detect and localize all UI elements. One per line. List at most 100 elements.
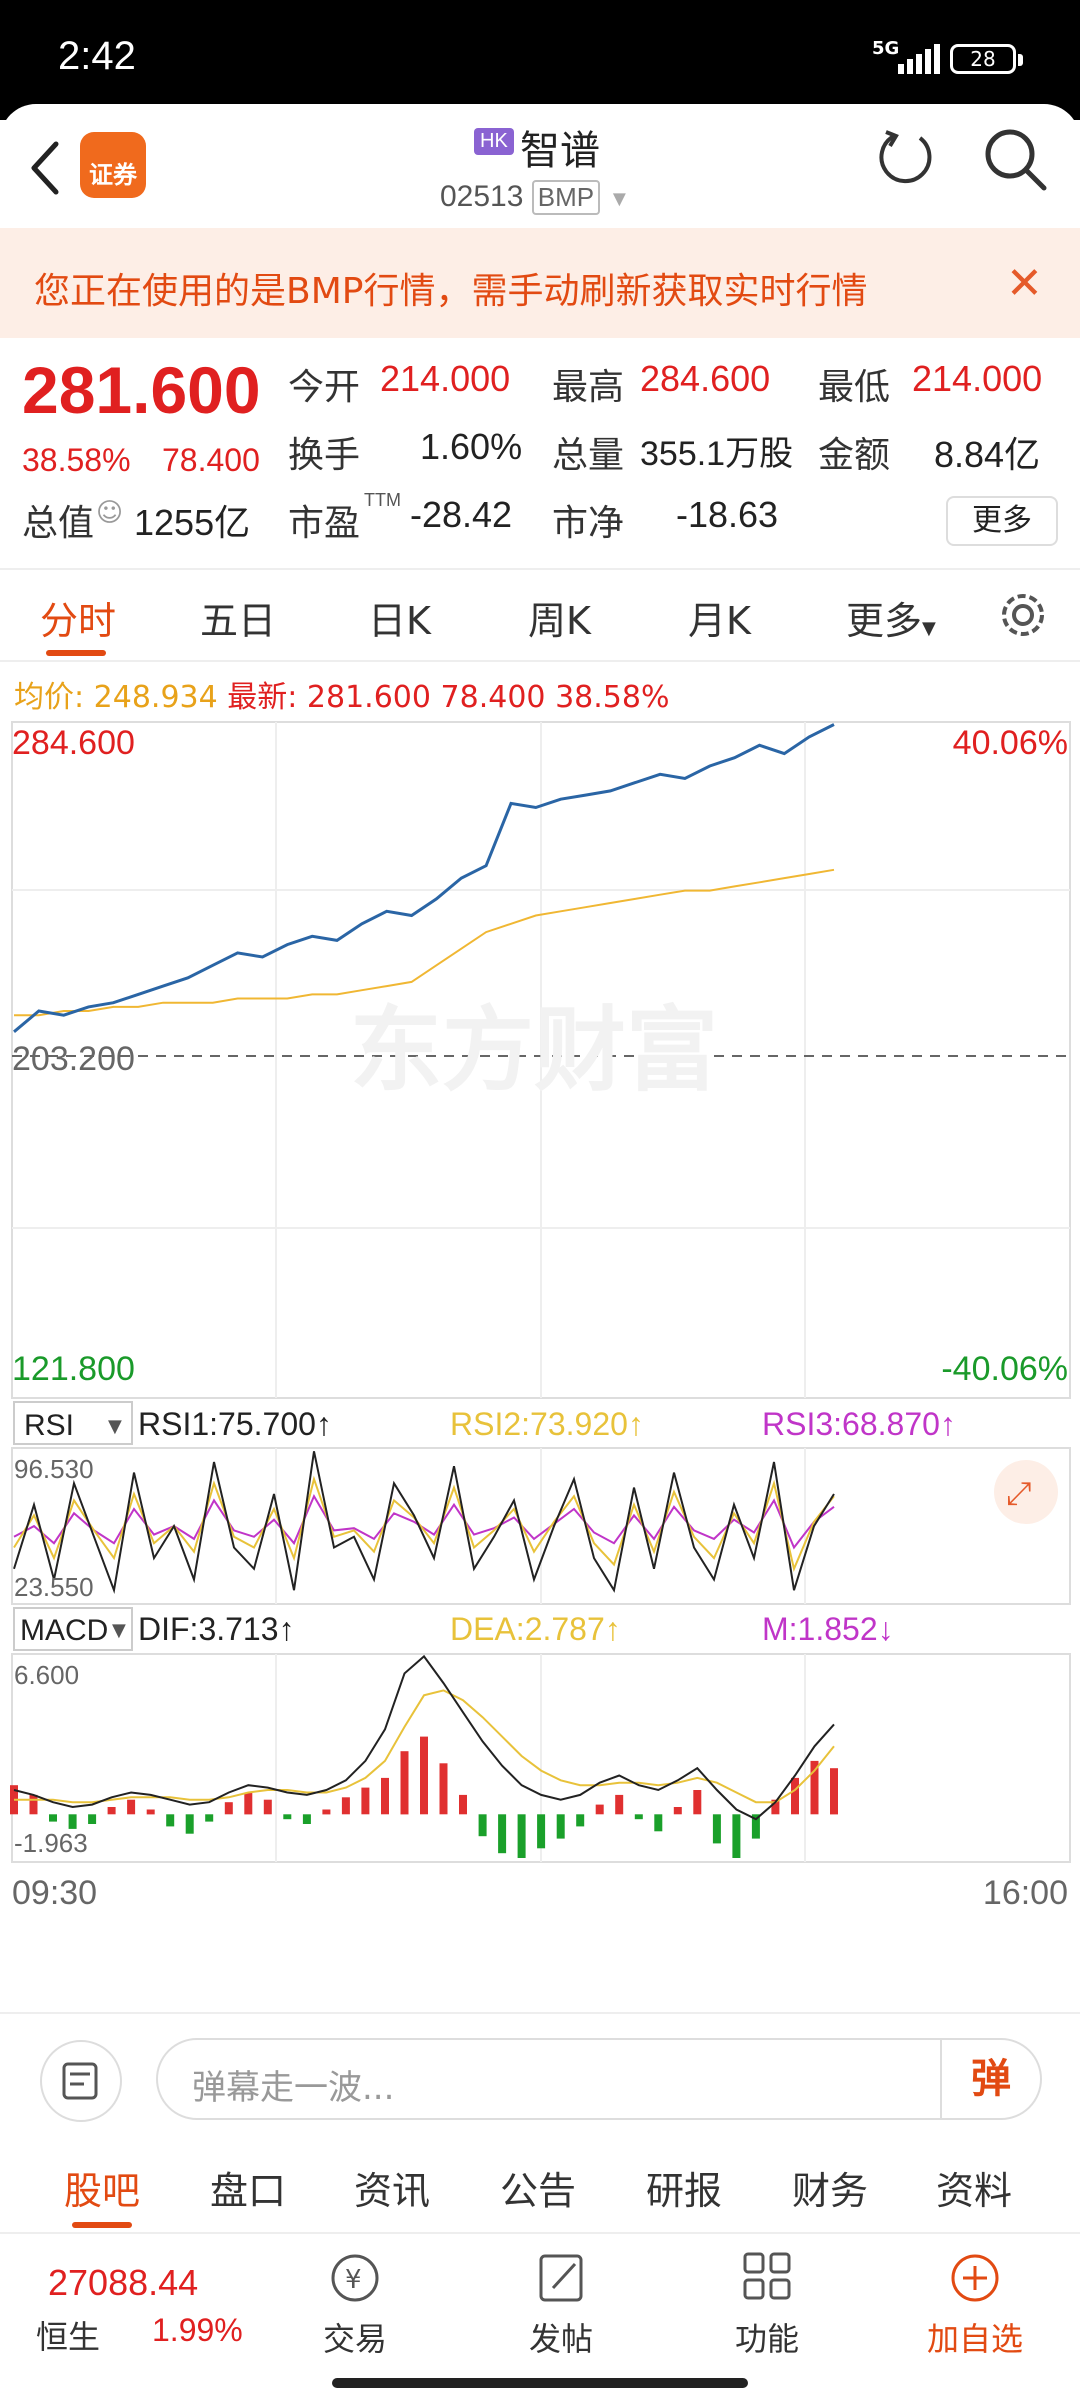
- stock-code-line[interactable]: 02513 BMP ▼: [440, 180, 630, 215]
- tab-news[interactable]: 资讯: [354, 2169, 431, 2213]
- macd-bar: [185, 1814, 194, 1834]
- market-badge: HK: [474, 128, 514, 155]
- pe-value: -28.42: [410, 494, 513, 535]
- turnover-label: 换手: [288, 435, 361, 476]
- tab-research[interactable]: 研报: [646, 2169, 723, 2213]
- nav-functions[interactable]: 功能: [702, 2250, 832, 2360]
- macd-bar: [576, 1814, 585, 1827]
- nav-post[interactable]: 发帖: [496, 2250, 626, 2360]
- edit-icon: [539, 2254, 583, 2302]
- tab-forum[interactable]: 股吧: [64, 2169, 141, 2213]
- period-tabs: 分时 五日 日K 周K 月K 更多▼: [0, 568, 1080, 662]
- macd-top-label: 6.600: [14, 1660, 79, 1690]
- dif-line: [13, 1654, 835, 1821]
- volume-label: 总量: [552, 435, 625, 476]
- stock-header: 证券 HK 智谱 02513 BMP ▼: [0, 104, 1080, 228]
- tab-weekly-k[interactable]: 周K: [528, 599, 591, 643]
- tab-more-label: 更多: [846, 599, 923, 643]
- rsi1-line: [13, 1451, 835, 1595]
- macd-bottom-label: -1.963: [14, 1828, 88, 1858]
- macd-bar: [615, 1794, 624, 1815]
- macd-bar: [127, 1799, 136, 1815]
- watermark: 东方财富: [350, 1000, 718, 1102]
- macd-selector[interactable]: [13, 1607, 133, 1651]
- bmp-notice-banner: 您正在使用的是BMP行情，需手动刷新获取实时行情 ✕: [0, 228, 1080, 338]
- avg-price-line: [14, 868, 835, 1017]
- macd-bar: [537, 1814, 546, 1849]
- macd-bar: [302, 1814, 311, 1824]
- tab-intraday[interactable]: 分时: [40, 599, 117, 643]
- status-bar: 2:42 5G 28: [0, 0, 1080, 120]
- notes-icon: [62, 2062, 98, 2100]
- macd-bar: [341, 1797, 350, 1815]
- notes-button[interactable]: [40, 2040, 122, 2122]
- rsi2-legend: RSI2:73.920↑: [450, 1406, 644, 1442]
- x-start-label: 09:30: [12, 1874, 97, 1912]
- tab-profile[interactable]: 资料: [936, 2169, 1013, 2213]
- back-icon[interactable]: [26, 140, 62, 196]
- change-pct: 38.58%: [22, 442, 131, 478]
- danmaku-input[interactable]: 弹幕走一波... 弹: [156, 2038, 1042, 2120]
- macd-bar: [68, 1814, 77, 1829]
- danmaku-toggle-button[interactable]: 弹: [940, 2040, 1040, 2118]
- nav-trade[interactable]: ¥ 交易: [290, 2250, 420, 2360]
- expand-button[interactable]: [994, 1460, 1058, 1524]
- rsi-top-label: 96.530: [14, 1454, 94, 1484]
- tab-orderbook[interactable]: 盘口: [210, 2169, 287, 2213]
- comment-bar: 弹幕走一波... 弹: [0, 2012, 1080, 2138]
- caret-down-icon: ▼: [108, 1416, 122, 1437]
- low-label: 最低: [818, 367, 891, 408]
- macd-bar: [439, 1763, 448, 1815]
- macd-bar: [771, 1799, 780, 1815]
- stock-code: 02513: [440, 180, 524, 213]
- macd-bar: [556, 1814, 565, 1839]
- macd-bar: [49, 1814, 57, 1822]
- broker-logo[interactable]: 证券: [80, 132, 146, 198]
- macd-selector-label: MACD: [20, 1614, 108, 1647]
- rsi2-line: [13, 1475, 835, 1573]
- macd-bar: [595, 1804, 604, 1815]
- macd-bar: [283, 1814, 292, 1820]
- nav-add-watchlist[interactable]: 加自选: [910, 2250, 1040, 2360]
- tab-announcements[interactable]: 公告: [500, 2169, 577, 2213]
- more-button[interactable]: 更多: [946, 496, 1058, 546]
- macd-bar: [478, 1814, 487, 1837]
- content-tabs: 股吧 盘口 资讯 公告 研报 财务 资料: [0, 2140, 1080, 2232]
- rsi-selector[interactable]: [13, 1401, 133, 1445]
- open-value: 214.000: [380, 358, 511, 399]
- tab-daily-k[interactable]: 日K: [368, 599, 431, 643]
- macd-bar: [634, 1814, 643, 1820]
- chevron-down-icon: ▼: [608, 186, 631, 211]
- tab-monthly-k[interactable]: 月K: [688, 599, 751, 643]
- trade-icon: ¥: [331, 2254, 379, 2302]
- settings-gear-icon[interactable]: [998, 590, 1048, 640]
- macd-bar: [322, 1809, 331, 1815]
- close-icon[interactable]: ✕: [1006, 258, 1043, 309]
- tab-financials[interactable]: 财务: [792, 2169, 869, 2213]
- macd-bar: [224, 1802, 233, 1815]
- rsi-bottom-label: 23.550: [14, 1572, 94, 1602]
- macd-bar: [420, 1736, 428, 1815]
- volume-value: 355.1万股: [640, 435, 794, 473]
- y-top-label: 284.600: [12, 724, 135, 762]
- macd-bar: [29, 1794, 38, 1815]
- caret-down-icon: ▼: [112, 1620, 126, 1641]
- pe-label: 市盈: [288, 503, 361, 544]
- tab-five-day[interactable]: 五日: [200, 599, 277, 643]
- latest-change: 78.400: [440, 680, 546, 715]
- chart-area[interactable]: 东方财富 284.600 203.200 121.800 40.06% -40.…: [0, 712, 1080, 2012]
- svg-text:¥: ¥: [345, 2265, 362, 2295]
- nav-add-watchlist-label: 加自选: [926, 2320, 1023, 2358]
- tab-more[interactable]: 更多▼: [846, 590, 936, 645]
- home-indicator: [332, 2378, 748, 2388]
- macd-bar: [732, 1814, 741, 1858]
- info-icon[interactable]: ☺: [96, 498, 124, 528]
- expand-icon: ⤢: [1006, 1474, 1032, 1512]
- rsi-selector-label: RSI: [24, 1409, 74, 1442]
- latest-pct: 38.58%: [555, 680, 670, 715]
- search-icon[interactable]: [982, 126, 1048, 192]
- latest-label: 最新:: [227, 680, 298, 715]
- turnover-value: 1.60%: [420, 426, 523, 467]
- refresh-icon[interactable]: [876, 128, 936, 188]
- nav-trade-label: 交易: [322, 2320, 387, 2358]
